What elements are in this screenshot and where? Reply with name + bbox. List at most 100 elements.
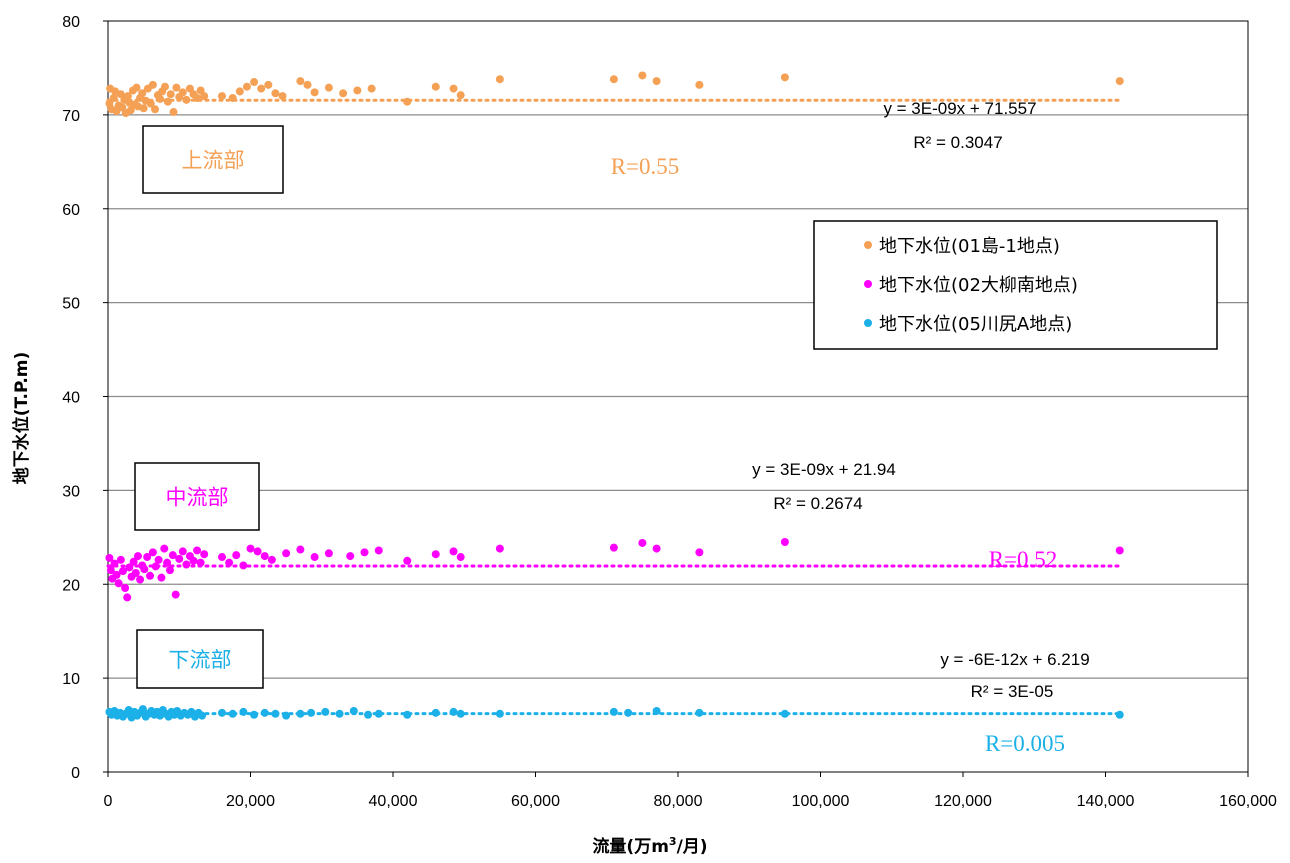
data-point-series-1 bbox=[310, 88, 319, 97]
y-tick-label: 60 bbox=[62, 202, 80, 219]
data-point-series-2 bbox=[178, 547, 187, 556]
data-point-series-2 bbox=[449, 547, 458, 556]
data-point-series-2 bbox=[121, 584, 130, 593]
data-point-series-3 bbox=[609, 707, 618, 716]
data-point-series-3 bbox=[456, 709, 465, 718]
data-point-series-2 bbox=[431, 550, 440, 559]
data-point-series-3 bbox=[374, 709, 383, 718]
data-point-series-2 bbox=[246, 544, 255, 553]
data-point-series-3 bbox=[780, 709, 789, 718]
legend-marker-3 bbox=[864, 319, 872, 327]
x-tick-label: 100,000 bbox=[792, 793, 850, 810]
trend-equation-2: y = 3E-09x + 21.94 bbox=[752, 460, 896, 479]
data-point-series-3 bbox=[271, 709, 280, 718]
data-point-series-2 bbox=[310, 553, 319, 562]
legend-entry-1: 地下水位(01島-1地点) bbox=[879, 236, 1060, 257]
legend: 地下水位(01島-1地点) 地下水位(02大柳南地点) 地下水位(05川尻A地点) bbox=[813, 220, 1218, 350]
data-point-series-2 bbox=[282, 549, 291, 558]
data-point-series-3 bbox=[652, 706, 661, 715]
data-point-series-1 bbox=[257, 84, 266, 93]
data-point-series-2 bbox=[140, 565, 149, 574]
data-point-series-2 bbox=[154, 555, 163, 564]
data-point-series-3 bbox=[364, 710, 373, 719]
y-axis-ticks: 0 10 20 30 40 50 60 70 80 bbox=[62, 14, 108, 782]
region-box-1 bbox=[142, 125, 284, 194]
data-point-series-1 bbox=[193, 93, 202, 102]
x-axis-title-end: /月) bbox=[677, 837, 708, 857]
data-point-series-2 bbox=[652, 544, 661, 553]
data-point-series-1 bbox=[367, 84, 376, 93]
data-point-series-2 bbox=[638, 538, 647, 547]
data-point-series-3 bbox=[1115, 710, 1124, 719]
data-point-series-1 bbox=[178, 88, 187, 97]
data-point-series-1 bbox=[172, 83, 181, 92]
data-point-series-1 bbox=[138, 89, 147, 98]
x-tick-label: 120,000 bbox=[934, 793, 992, 810]
data-point-series-2 bbox=[780, 538, 789, 547]
data-point-series-2 bbox=[189, 556, 198, 565]
data-point-series-2 bbox=[193, 546, 202, 555]
data-point-series-2 bbox=[495, 544, 504, 553]
data-point-series-1 bbox=[780, 73, 789, 82]
data-point-series-1 bbox=[218, 92, 226, 101]
data-point-series-2 bbox=[157, 573, 166, 582]
data-point-series-1 bbox=[169, 108, 178, 117]
y-axis-title: 地下水位(T.P.m) bbox=[11, 352, 32, 485]
data-point-series-2 bbox=[129, 557, 138, 566]
data-point-series-1 bbox=[339, 89, 348, 98]
data-point-series-1 bbox=[449, 84, 458, 93]
region-box-3 bbox=[136, 629, 264, 689]
data-point-series-1 bbox=[242, 82, 251, 91]
data-point-series-1 bbox=[271, 89, 280, 98]
data-point-series-2 bbox=[146, 571, 155, 580]
data-point-series-2 bbox=[136, 575, 145, 584]
data-point-series-1 bbox=[182, 95, 191, 104]
y-tick-label: 30 bbox=[62, 483, 80, 500]
data-point-series-1 bbox=[1115, 77, 1124, 86]
grid-lines bbox=[108, 114, 1248, 679]
data-point-series-1 bbox=[166, 90, 175, 99]
data-point-series-3 bbox=[260, 708, 269, 717]
data-point-series-2 bbox=[267, 555, 276, 564]
data-point-series-2 bbox=[114, 579, 123, 588]
data-point-series-2 bbox=[374, 546, 383, 555]
y-tick-label: 50 bbox=[62, 296, 80, 313]
data-point-series-3 bbox=[335, 709, 344, 718]
data-point-series-1 bbox=[296, 77, 305, 86]
legend-entry-3: 地下水位(05川尻A地点) bbox=[879, 314, 1072, 335]
region-box-2 bbox=[134, 462, 260, 531]
data-point-series-2 bbox=[133, 552, 142, 561]
data-point-series-2 bbox=[116, 555, 125, 564]
x-tick-label: 80,000 bbox=[654, 793, 703, 810]
data-point-series-2 bbox=[403, 556, 412, 565]
data-point-series-1 bbox=[146, 99, 155, 108]
y-tick-label: 80 bbox=[62, 14, 80, 31]
data-point-series-2 bbox=[609, 543, 618, 552]
y-tick-label: 10 bbox=[62, 671, 80, 688]
data-point-series-2 bbox=[182, 560, 191, 569]
data-point-series-1 bbox=[139, 104, 148, 113]
data-point-series-2 bbox=[151, 562, 160, 571]
data-point-series-3 bbox=[695, 708, 704, 717]
data-point-series-3 bbox=[239, 707, 248, 716]
y-tick-label: 0 bbox=[71, 765, 80, 782]
data-point-series-3 bbox=[138, 705, 147, 714]
data-points bbox=[105, 71, 1124, 722]
data-point-series-3 bbox=[403, 710, 412, 719]
data-point-series-2 bbox=[143, 553, 152, 562]
data-point-series-1 bbox=[200, 92, 209, 101]
data-point-series-1 bbox=[652, 77, 661, 86]
x-axis-title-sup: 3 bbox=[669, 835, 677, 848]
x-tick-label: 0 bbox=[104, 793, 113, 810]
region-label-2: 中流部 bbox=[166, 486, 229, 510]
data-point-series-2 bbox=[165, 566, 174, 575]
data-point-series-1 bbox=[638, 71, 647, 80]
data-point-series-3 bbox=[349, 706, 358, 715]
data-point-series-2 bbox=[695, 548, 704, 557]
r-value-label-1: R=0.55 bbox=[611, 154, 680, 179]
data-point-series-3 bbox=[228, 709, 237, 718]
data-point-series-1 bbox=[123, 92, 132, 101]
data-point-series-2 bbox=[118, 567, 127, 576]
data-point-series-3 bbox=[495, 709, 504, 718]
data-point-series-1 bbox=[163, 97, 172, 106]
